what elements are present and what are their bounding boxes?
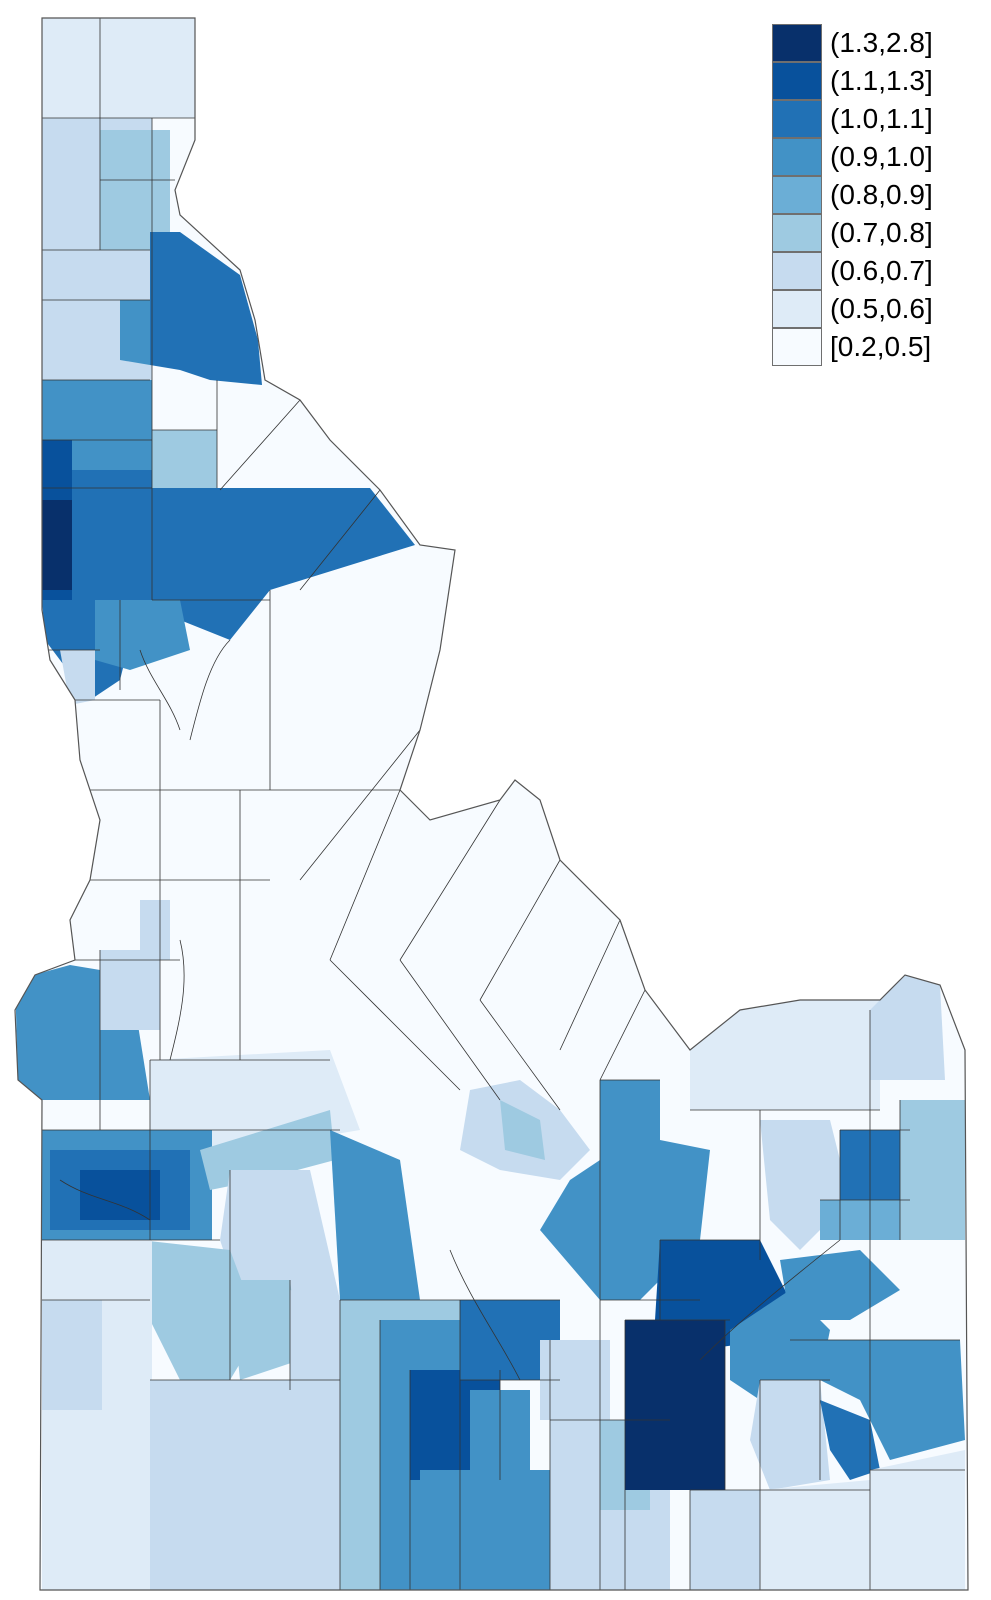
region-glenns-ferry [230,1280,300,1380]
region-owyhee-west [42,1240,152,1590]
map-legend: (1.3,2.8] (1.1,1.3] (1.0,1.1] (0.9,1.0] … [772,24,933,366]
region-fremont [900,1100,965,1240]
region-latah [72,470,152,610]
legend-label: (1.0,1.1] [830,103,933,134]
region-nez-perce-south [60,650,95,705]
legend-item: (0.5,0.6] [772,290,933,328]
region-clearwater [152,488,415,640]
region-camas [330,1130,420,1300]
region-owyhee [150,1380,340,1590]
region-boise-core [80,1170,160,1220]
legend-label: (0.5,0.6] [830,293,933,324]
legend-swatch [772,214,822,252]
region-blackfoot [625,1320,725,1490]
legend-swatch [772,62,822,100]
legend-label: (1.3,2.8] [830,27,933,58]
region-madison [840,1130,910,1200]
region-soda-springs [820,1400,880,1480]
region-washington [100,950,160,1030]
region-adams [140,900,170,960]
region-pocatello [750,1380,830,1490]
legend-swatch [772,24,822,62]
legend-swatch [772,100,822,138]
region-oneida [690,1490,760,1590]
region-kootenai-east [120,300,150,365]
legend-item: (1.3,2.8] [772,24,933,62]
legend-label: (0.6,0.7] [830,255,933,286]
region-franklin [760,1480,870,1590]
region-gooding-west [290,1290,340,1390]
region-canyon-south [42,1300,102,1410]
legend-swatch [772,328,822,366]
legend-swatch [772,138,822,176]
region-orofino [95,600,190,670]
legend-item: (1.1,1.3] [772,62,933,100]
legend-item: (0.7,0.8] [772,214,933,252]
region-lemhi-east [690,1000,880,1110]
legend-item: (0.9,1.0] [772,138,933,176]
region-caribou [790,1340,965,1460]
region-twin-falls-south [420,1470,550,1590]
legend-item: (0.6,0.7] [772,252,933,290]
legend-item: (0.8,0.9] [772,176,933,214]
legend-label: (0.8,0.9] [830,179,933,210]
legend-label: (0.9,1.0] [830,141,933,172]
region-clark [870,975,945,1080]
legend-label: (0.7,0.8] [830,217,933,248]
legend-swatch [772,290,822,328]
legend-swatch [772,176,822,214]
legend-swatch [772,252,822,290]
tract-boundaries [42,18,965,1590]
legend-item: [0.2,0.5] [772,328,933,366]
region-idaho-falls [820,1200,910,1240]
region-moscow [42,500,72,590]
region-custer-core [500,1100,545,1160]
legend-label: [0.2,0.5] [830,331,932,362]
legend-label: (1.1,1.3] [830,65,933,96]
region-sandpoint [100,130,170,250]
region-clearwater-west [152,430,217,488]
region-boundary-county [42,18,195,118]
legend-item: (1.0,1.1] [772,100,933,138]
region-shoshone [150,232,262,385]
region-bear-lake [870,1450,965,1590]
